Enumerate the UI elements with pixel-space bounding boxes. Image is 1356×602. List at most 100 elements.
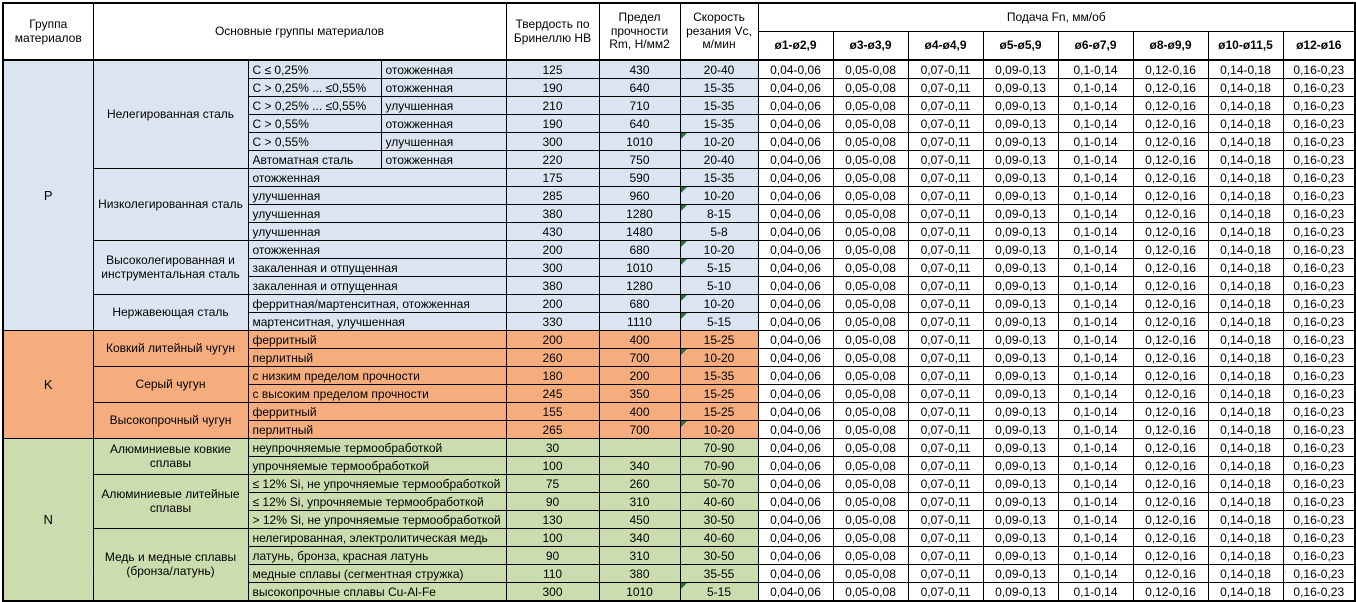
feed-cell[interactable]: 0,07-0,11 xyxy=(907,582,984,602)
header-diameter-7[interactable]: ø10-ø11,5 xyxy=(1207,31,1284,61)
hardness-cell[interactable]: 330 xyxy=(505,312,600,331)
feed-cell[interactable]: 0,14-0,18 xyxy=(1207,384,1284,403)
speed-cell[interactable]: 5-8 xyxy=(679,222,759,241)
feed-cell[interactable]: 0,09-0,13 xyxy=(982,222,1059,241)
feed-cell[interactable]: 0,05-0,08 xyxy=(832,564,909,583)
feed-cell[interactable]: 0,07-0,11 xyxy=(907,474,984,493)
subgroup-name-cell[interactable]: Алюминиевые литейные сплавы xyxy=(92,474,249,529)
feed-cell[interactable]: 0,09-0,13 xyxy=(982,438,1059,457)
speed-cell[interactable]: 15-35 xyxy=(679,366,759,385)
strength-cell[interactable]: 1480 xyxy=(598,222,681,241)
feed-cell[interactable]: 0,14-0,18 xyxy=(1207,222,1284,241)
material-desc-cell[interactable]: C > 0,25% ... ≤0,55% xyxy=(247,96,382,115)
feed-cell[interactable]: 0,12-0,16 xyxy=(1132,240,1209,259)
material-desc-cell[interactable]: перлитный xyxy=(247,348,507,367)
feed-cell[interactable]: 0,16-0,23 xyxy=(1282,492,1356,511)
hardness-cell[interactable]: 380 xyxy=(505,276,600,295)
strength-cell[interactable]: 450 xyxy=(598,510,681,529)
feed-cell[interactable]: 0,07-0,11 xyxy=(907,456,984,475)
feed-cell[interactable]: 0,12-0,16 xyxy=(1132,96,1209,115)
feed-cell[interactable]: 0,14-0,18 xyxy=(1207,564,1284,583)
feed-cell[interactable]: 0,04-0,06 xyxy=(757,96,834,115)
header-feed[interactable]: Подача Fn, мм/об xyxy=(757,2,1356,32)
feed-cell[interactable]: 0,05-0,08 xyxy=(832,474,909,493)
feed-cell[interactable]: 0,04-0,06 xyxy=(757,384,834,403)
feed-cell[interactable]: 0,16-0,23 xyxy=(1282,456,1356,475)
feed-cell[interactable]: 0,04-0,06 xyxy=(757,276,834,295)
hardness-cell[interactable]: 110 xyxy=(505,564,600,583)
hardness-cell[interactable]: 300 xyxy=(505,258,600,277)
feed-cell[interactable]: 0,1-0,14 xyxy=(1057,366,1134,385)
feed-cell[interactable]: 0,09-0,13 xyxy=(982,582,1059,602)
speed-cell[interactable]: 70-90 xyxy=(679,438,759,457)
hardness-cell[interactable]: 265 xyxy=(505,420,600,439)
feed-cell[interactable]: 0,09-0,13 xyxy=(982,258,1059,277)
feed-cell[interactable]: 0,14-0,18 xyxy=(1207,312,1284,331)
feed-cell[interactable]: 0,04-0,06 xyxy=(757,294,834,313)
material-desc-cell[interactable]: > 12% Si, не упрочняемые термообработкой xyxy=(247,510,507,529)
feed-cell[interactable]: 0,1-0,14 xyxy=(1057,348,1134,367)
material-desc-cell[interactable]: мартенситная, улучшенная xyxy=(247,312,507,331)
speed-cell[interactable]: 35-55 xyxy=(679,564,759,583)
hardness-cell[interactable]: 200 xyxy=(505,240,600,259)
feed-cell[interactable]: 0,09-0,13 xyxy=(982,276,1059,295)
hardness-cell[interactable]: 100 xyxy=(505,528,600,547)
speed-cell[interactable]: 20-40 xyxy=(679,59,759,79)
feed-cell[interactable]: 0,09-0,13 xyxy=(982,564,1059,583)
feed-cell[interactable]: 0,16-0,23 xyxy=(1282,528,1356,547)
feed-cell[interactable]: 0,12-0,16 xyxy=(1132,312,1209,331)
material-desc-cell[interactable]: высокопрочные сплавы Cu-Al-Fe xyxy=(247,582,507,602)
hardness-cell[interactable]: 245 xyxy=(505,384,600,403)
feed-cell[interactable]: 0,16-0,23 xyxy=(1282,564,1356,583)
material-desc-cell[interactable]: C > 0,55% xyxy=(247,132,382,151)
speed-cell[interactable]: 70-90 xyxy=(679,456,759,475)
feed-cell[interactable]: 0,07-0,11 xyxy=(907,384,984,403)
feed-cell[interactable]: 0,12-0,16 xyxy=(1132,438,1209,457)
feed-cell[interactable]: 0,04-0,06 xyxy=(757,114,834,133)
speed-cell[interactable]: 20-40 xyxy=(679,150,759,169)
feed-cell[interactable]: 0,07-0,11 xyxy=(907,258,984,277)
feed-cell[interactable]: 0,07-0,11 xyxy=(907,204,984,223)
feed-cell[interactable]: 0,07-0,11 xyxy=(907,402,984,421)
feed-cell[interactable]: 0,09-0,13 xyxy=(982,492,1059,511)
hardness-cell[interactable]: 175 xyxy=(505,168,600,187)
feed-cell[interactable]: 0,09-0,13 xyxy=(982,330,1059,349)
feed-cell[interactable]: 0,12-0,16 xyxy=(1132,420,1209,439)
material-desc-cell[interactable]: медные сплавы (сегментная стружка) xyxy=(247,564,507,583)
speed-cell[interactable]: 10-20 xyxy=(679,348,759,367)
strength-cell[interactable]: 1110 xyxy=(598,312,681,331)
strength-cell[interactable]: 200 xyxy=(598,366,681,385)
strength-cell[interactable]: 380 xyxy=(598,564,681,583)
feed-cell[interactable]: 0,12-0,16 xyxy=(1132,546,1209,565)
material-desc-cell[interactable]: нелегированная, электролитическая медь xyxy=(247,528,507,547)
strength-cell[interactable]: 260 xyxy=(598,474,681,493)
feed-cell[interactable]: 0,12-0,16 xyxy=(1132,366,1209,385)
feed-cell[interactable]: 0,09-0,13 xyxy=(982,474,1059,493)
subgroup-name-cell[interactable]: Нелегированная сталь xyxy=(92,59,249,169)
feed-cell[interactable]: 0,16-0,23 xyxy=(1282,222,1356,241)
hardness-cell[interactable]: 200 xyxy=(505,330,600,349)
feed-cell[interactable]: 0,1-0,14 xyxy=(1057,258,1134,277)
feed-cell[interactable]: 0,04-0,06 xyxy=(757,240,834,259)
strength-cell[interactable]: 400 xyxy=(598,402,681,421)
speed-cell[interactable]: 15-25 xyxy=(679,330,759,349)
material-desc-cell[interactable]: ≤ 12% Si, не упрочняемые термообработкой xyxy=(247,474,507,493)
feed-cell[interactable]: 0,16-0,23 xyxy=(1282,582,1356,602)
hardness-cell[interactable]: 260 xyxy=(505,348,600,367)
feed-cell[interactable]: 0,07-0,11 xyxy=(907,510,984,529)
feed-cell[interactable]: 0,14-0,18 xyxy=(1207,59,1284,79)
speed-cell[interactable]: 10-20 xyxy=(679,294,759,313)
material-desc-cell[interactable]: с высоким пределом прочности xyxy=(247,384,507,403)
feed-cell[interactable]: 0,05-0,08 xyxy=(832,96,909,115)
material-desc-cell[interactable]: перлитный xyxy=(247,420,507,439)
hardness-cell[interactable]: 300 xyxy=(505,582,600,602)
speed-cell[interactable]: 10-20 xyxy=(679,186,759,205)
material-desc-cell[interactable]: улучшенная xyxy=(247,204,507,223)
feed-cell[interactable]: 0,04-0,06 xyxy=(757,132,834,151)
feed-cell[interactable]: 0,05-0,08 xyxy=(832,59,909,79)
feed-cell[interactable]: 0,07-0,11 xyxy=(907,528,984,547)
hardness-cell[interactable]: 200 xyxy=(505,294,600,313)
strength-cell[interactable]: 430 xyxy=(598,59,681,79)
feed-cell[interactable]: 0,16-0,23 xyxy=(1282,384,1356,403)
material-state-cell[interactable]: улучшенная xyxy=(380,96,507,115)
